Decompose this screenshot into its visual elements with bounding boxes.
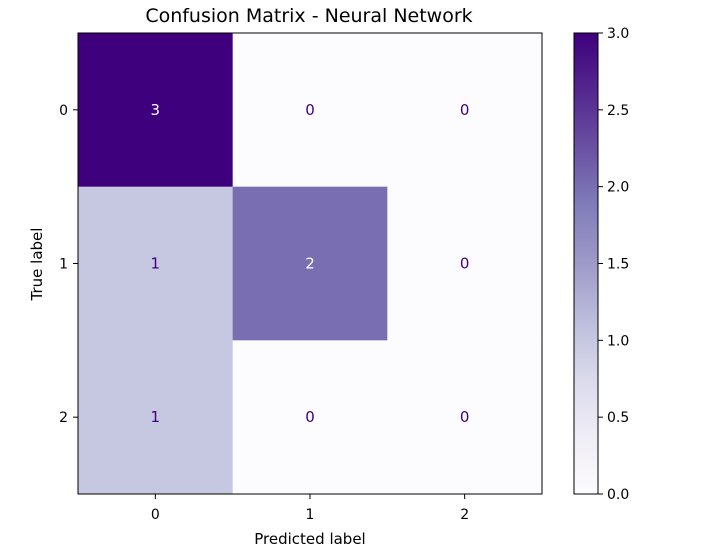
cell-value-label: 2 xyxy=(305,255,315,273)
cell-value-label: 0 xyxy=(460,101,470,119)
cell-value-label: 0 xyxy=(460,255,470,273)
x-axis-ticks: 0 1 2 xyxy=(151,494,469,523)
colorbar-tick-label: 0.0 xyxy=(607,487,629,503)
y-axis-ticks: 0 1 2 xyxy=(59,103,78,426)
y-tick-label: 0 xyxy=(59,103,68,119)
y-tick-label: 2 xyxy=(59,410,68,426)
cell-value-label: 0 xyxy=(460,408,470,426)
x-tick-label: 1 xyxy=(306,507,315,523)
matrix-cell xyxy=(387,340,543,495)
colorbar-tick-label: 1.5 xyxy=(607,257,629,273)
x-tick-label: 0 xyxy=(151,507,160,523)
matrix-cell xyxy=(232,186,388,341)
matrix-cells: 3 0 0 1 2 0 1 0 0 xyxy=(78,33,543,495)
cell-value-label: 3 xyxy=(151,101,161,119)
x-axis-label: Predicted label xyxy=(254,530,365,548)
cell-value-label: 1 xyxy=(151,255,161,273)
matrix-cell xyxy=(78,33,234,188)
cell-value-label: 0 xyxy=(305,408,315,426)
cell-value-label: 1 xyxy=(151,408,161,426)
matrix-cell xyxy=(387,33,543,188)
y-axis-label: True label xyxy=(28,228,46,302)
x-tick-label: 2 xyxy=(460,507,469,523)
colorbar-tick-label: 3.0 xyxy=(607,26,629,42)
colorbar-tick-label: 2.5 xyxy=(607,103,629,119)
chart-title: Confusion Matrix - Neural Network xyxy=(145,5,472,27)
matrix-cell xyxy=(78,186,234,341)
colorbar-tick-label: 2.0 xyxy=(607,180,629,196)
colorbar-tick-label: 0.5 xyxy=(607,410,629,426)
y-tick-label: 1 xyxy=(59,257,68,273)
matrix-cell xyxy=(232,340,388,495)
colorbar xyxy=(574,33,598,494)
cell-value-label: 0 xyxy=(305,101,315,119)
matrix-cell xyxy=(232,33,388,188)
colorbar-tick-label: 1.0 xyxy=(607,333,629,349)
matrix-cell xyxy=(78,340,234,495)
colorbar-ticks: 0.0 0.5 1.0 1.5 2.0 2.5 3.0 xyxy=(598,26,629,503)
matrix-cell xyxy=(387,186,543,341)
